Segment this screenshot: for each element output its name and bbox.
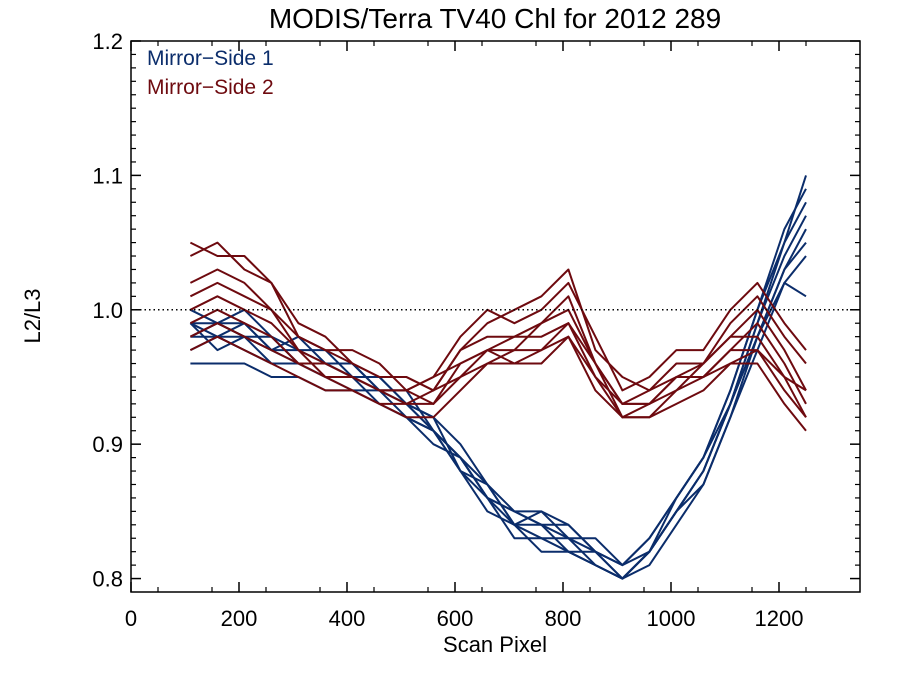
axis-ticks: 0 200 400 600 800 1000 1200 0.8 0.9 1.0 1.1 1.2 (92, 29, 860, 631)
y-tick-label: 0.8 (92, 567, 123, 592)
y-tick-label: 1.2 (92, 29, 123, 54)
series-line-13 (189, 295, 807, 418)
legend-entry-2: Mirror−Side 2 (147, 76, 274, 99)
series-line-7 (190, 241, 807, 580)
series-lines (189, 175, 807, 580)
x-tick-label: 400 (329, 606, 366, 631)
y-axis-label: L2/L3 (20, 288, 45, 343)
series-line-10 (189, 241, 807, 392)
x-tick-label: 1200 (755, 606, 804, 631)
x-tick-label: 0 (125, 606, 137, 631)
x-tick-label: 600 (437, 606, 474, 631)
series-line-5 (189, 188, 807, 567)
y-tick-label: 0.9 (92, 432, 123, 457)
series-line-15 (189, 322, 807, 405)
x-tick-label: 800 (545, 606, 582, 631)
series-line-3 (189, 228, 807, 580)
plot-frame (130, 40, 861, 593)
series-line-6 (190, 215, 807, 580)
series-line-8 (189, 281, 807, 567)
y-tick-label: 1.0 (92, 298, 123, 323)
legend-entry-1: Mirror−Side 1 (147, 47, 274, 70)
series-line-2 (189, 201, 807, 567)
x-axis-label: Scan Pixel (443, 632, 547, 657)
chart-title: MODIS/Terra TV40 Chl for 2012 289 (269, 3, 721, 34)
x-tick-label: 1000 (647, 606, 696, 631)
x-tick-label: 200 (221, 606, 258, 631)
series-line-16 (189, 335, 807, 432)
y-tick-label: 1.1 (92, 163, 123, 188)
series-line-11 (189, 268, 807, 405)
